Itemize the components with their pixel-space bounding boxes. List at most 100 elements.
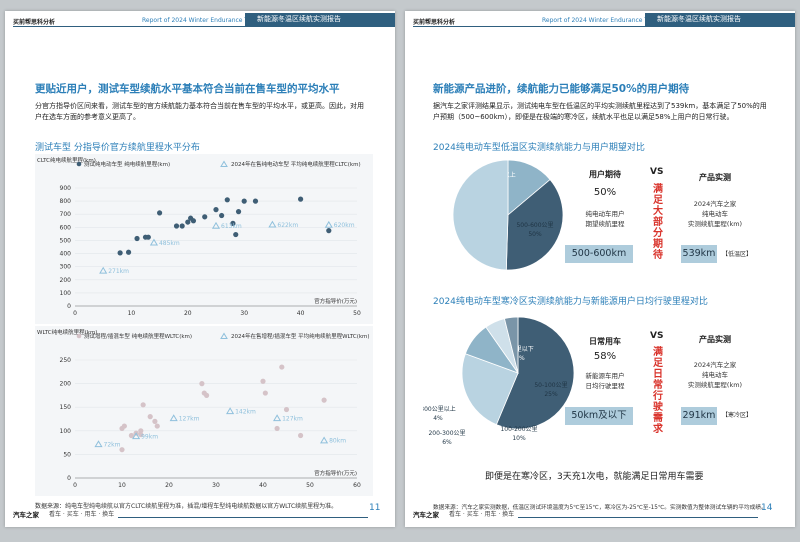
y-tick-label: 200	[60, 277, 72, 284]
page-title: 更贴近用户，测试车型续航水平基本符合当前在售车型的平均水平	[35, 83, 340, 95]
y-tick-label: 400	[60, 251, 72, 258]
x-tick-label: 60	[353, 482, 361, 489]
legend-label: 2024年在售增程/插混车型 平均纯电续航里程WLTC(km)	[231, 332, 370, 340]
cltc-scatter-svg: CLTC纯电续航里程(km)测试纯电动车型 纯电续航里程(km) 2024年在售纯…	[37, 156, 361, 317]
section-subtitle: 测试车型 分指导价官方续航里程水平分布	[35, 143, 200, 153]
footer-brand: 汽车之家	[413, 511, 439, 519]
x-tick-label: 40	[259, 482, 267, 489]
average-marker	[268, 220, 277, 228]
average-marker	[99, 266, 108, 274]
y-tick-label: 100	[60, 428, 72, 435]
x-tick-label: 20	[184, 310, 192, 317]
data-point	[199, 381, 205, 387]
data-point	[185, 219, 191, 225]
data-point	[219, 212, 225, 219]
left-page: 买前帮思科分析 Report of 2024 Winter Endurance …	[5, 11, 395, 527]
page-footer: 汽车之家 看车 · 买车 · 用车 · 换车 11	[13, 503, 395, 521]
legend-marker-triangle	[220, 332, 228, 339]
data-point	[298, 196, 304, 202]
p1-right-desc: 2024汽车之家 纯电动车 实测续航里程(km)	[687, 200, 743, 228]
slice-label: 50-100公里	[534, 382, 567, 389]
header-report: Report of 2024 Winter Endurance Test	[542, 17, 657, 24]
data-point	[279, 364, 285, 370]
data-point	[235, 209, 242, 215]
y-tick-label: 100	[60, 290, 72, 297]
x-tick-label: 50	[353, 310, 361, 317]
p2-left-desc: 新能源车用户 日均行驶里程	[585, 372, 625, 390]
data-point	[128, 432, 134, 439]
x-tick-label: 10	[118, 482, 126, 489]
p2-verdict: 满足日常行驶需求	[653, 347, 663, 435]
y-tick-label: 50	[63, 451, 71, 458]
pie-slice	[505, 179, 564, 271]
intro-text: 据汽车之家评测结果显示，测试纯电车型在低温区的平均实测续航里程达到了539km，…	[433, 102, 767, 121]
average-label: 613km	[221, 223, 242, 230]
p2-right-tag: 【寒冷区】	[721, 412, 752, 419]
slice-label: 100-200公里	[500, 426, 537, 433]
pie-slice	[503, 316, 519, 374]
x-tick-label: 30	[240, 310, 248, 317]
p2-vs: VS	[650, 331, 664, 341]
p1-left-value: 500-600km	[565, 245, 633, 263]
p2-right-title: 产品实测	[699, 335, 731, 344]
average-marker	[226, 407, 235, 415]
data-point	[173, 223, 180, 229]
slice-value: 50%	[528, 231, 542, 238]
conclusion-text: 即便是在寒冷区，3天充1次电，就能满足日常用车需要	[485, 472, 704, 482]
y-axis-label: WLTC纯电续航里程(km)	[37, 328, 97, 336]
y-axis-label: CLTC纯电续航里程(km)	[37, 156, 96, 164]
average-label: 142km	[235, 408, 256, 415]
data-point	[138, 428, 144, 434]
data-point	[145, 234, 151, 240]
page-title: 新能源产品进阶，续航能力已能够满足50%的用户期待	[433, 83, 690, 95]
y-tick-label: 0	[67, 475, 71, 482]
p1-left-title: 用户期待	[589, 170, 621, 179]
average-label: 127km	[282, 416, 303, 423]
p1-right-value: 539km	[681, 245, 717, 263]
p2-left-title: 日常用车	[589, 337, 621, 346]
average-label: 620km	[334, 222, 355, 229]
header-org: 买前帮思科分析	[13, 19, 56, 26]
x-axis-label: 官方指导价(万元)	[314, 469, 357, 477]
legend-marker-triangle	[220, 160, 228, 167]
y-tick-label: 200	[60, 381, 72, 388]
data-point	[230, 220, 236, 226]
average-label: 271km	[108, 268, 129, 275]
slice-value: 4%	[433, 415, 443, 422]
average-label: 99km	[141, 433, 158, 440]
data-point	[119, 447, 125, 453]
data-point	[213, 207, 219, 213]
y-tick-label: 0	[67, 303, 71, 310]
data-point	[147, 414, 153, 420]
p1-right-title: 产品实测	[699, 173, 731, 182]
header-tab: 新能源冬温区续航实测报告	[245, 13, 395, 26]
average-marker	[324, 220, 333, 228]
average-label: 80km	[329, 438, 346, 445]
y-tick-label: 900	[60, 185, 72, 192]
average-marker	[149, 238, 159, 246]
average-label: 622km	[277, 222, 298, 229]
page-header: 买前帮思科分析 Report of 2024 Winter Endurance …	[405, 11, 795, 31]
data-point	[283, 406, 290, 413]
data-source-note: 数据来源：纯电车型纯电续航以官方CLTC续航里程为准，插混/增程车型纯电续航数据…	[35, 503, 338, 510]
legend-marker-circle	[76, 161, 82, 167]
data-point	[241, 198, 247, 204]
pie-slice	[452, 159, 509, 271]
pie-slice	[461, 353, 519, 426]
x-tick-label: 50	[306, 482, 314, 489]
x-tick-label: 30	[212, 482, 220, 489]
right-page: 买前帮思科分析 Report of 2024 Winter Endurance …	[405, 11, 795, 527]
data-point	[179, 223, 185, 229]
slice-label: 500-600公里	[516, 222, 553, 229]
slice-label: 300公里以上	[423, 405, 456, 413]
data-point	[121, 423, 127, 429]
data-point	[298, 432, 304, 439]
page-footer: 汽车之家 看车 · 买车 · 用车 · 换车 14	[413, 503, 795, 521]
data-source-note: 数据来源：汽车之家实测数据，低温区测试环境温度为5℃至15℃，寒冷区为-25℃至…	[433, 505, 767, 511]
average-marker	[211, 221, 221, 229]
data-point	[274, 425, 280, 432]
legend-label: 2024年在售纯电动车型 平均纯电续航里程CLTC(km)	[231, 160, 361, 168]
legend-label: 测试增程/插混车型 纯电续航里程WLTC(km)	[84, 332, 192, 340]
p2-left-pct: 58%	[593, 351, 617, 362]
